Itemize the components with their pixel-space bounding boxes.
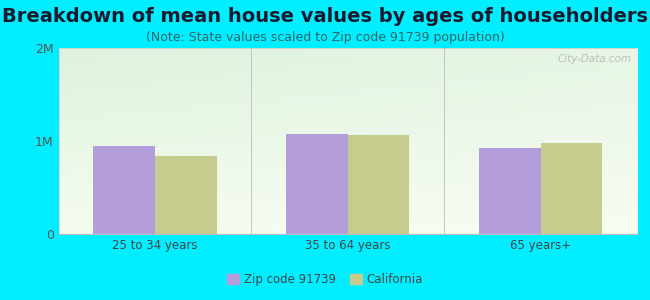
Bar	[541, 143, 603, 234]
Legend: Zip code 91739, California: Zip code 91739, California	[222, 269, 428, 291]
Text: City-Data.com: City-Data.com	[557, 54, 631, 64]
Bar	[93, 146, 155, 234]
Bar	[479, 148, 541, 234]
Bar	[155, 156, 216, 234]
Text: Breakdown of mean house values by ages of householders: Breakdown of mean house values by ages o…	[2, 8, 648, 26]
Bar	[348, 135, 410, 234]
Bar	[286, 134, 348, 234]
Text: (Note: State values scaled to Zip code 91739 population): (Note: State values scaled to Zip code 9…	[146, 32, 504, 44]
